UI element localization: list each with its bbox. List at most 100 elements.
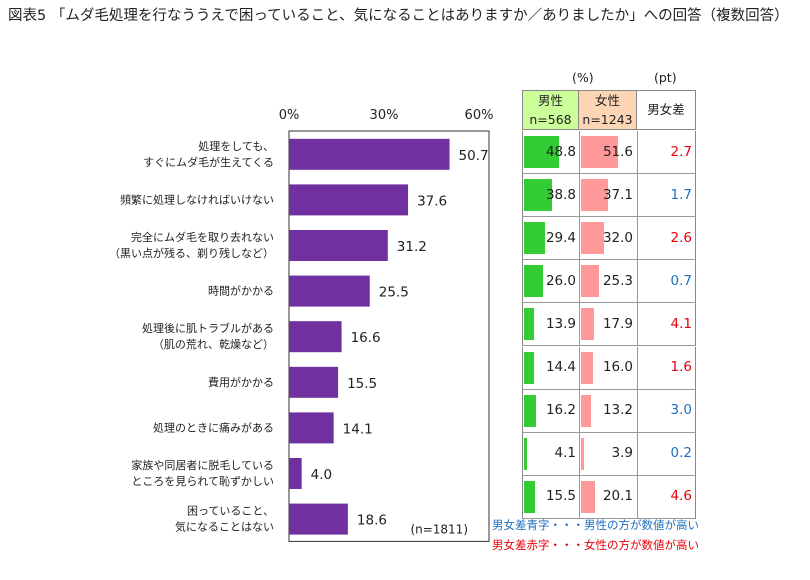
gender-diff-value: 0.7 — [670, 272, 692, 289]
gender-diff-value: 2.6 — [670, 229, 692, 246]
bar — [289, 458, 302, 489]
x-tick-label: 0% — [279, 108, 300, 123]
category-label: 費用がかかる — [208, 375, 274, 389]
category-label: 完全にムダ毛を取り去れない — [131, 230, 274, 244]
diff-header-name: 男女差 — [647, 102, 685, 117]
column-divider — [637, 389, 638, 432]
table-row: 48.8 51.6 2.7 — [522, 131, 696, 175]
table-row: 13.9 17.9 4.1 — [522, 303, 696, 347]
male-bar — [524, 480, 536, 513]
bar — [289, 184, 409, 216]
male-value: 4.1 — [554, 445, 576, 462]
female-value: 20.1 — [602, 488, 633, 505]
male-bar — [524, 308, 534, 341]
female-header: 女性 n=1243 — [579, 90, 637, 130]
column-divider — [579, 432, 580, 475]
male-header-n: n=568 — [529, 112, 572, 127]
male-bar — [524, 136, 560, 169]
column-divider — [637, 174, 638, 217]
unit-pt-label: (pt) — [654, 70, 677, 85]
female-bar — [581, 351, 593, 384]
bar — [289, 230, 388, 261]
category-label: 時間がかかる — [208, 284, 274, 298]
female-value: 13.2 — [602, 402, 633, 419]
female-bar — [581, 437, 584, 470]
column-divider — [637, 475, 638, 518]
male-value: 13.9 — [545, 315, 576, 332]
column-divider — [637, 260, 638, 303]
category-label: （肌の荒れ、乾燥など） — [153, 338, 274, 351]
female-value: 25.3 — [602, 272, 633, 289]
bar — [289, 138, 450, 170]
column-divider — [579, 303, 580, 346]
category-label: 処理後に肌トラブルがある — [142, 321, 274, 335]
male-value: 29.4 — [545, 229, 576, 246]
bar-value-label: 31.2 — [397, 239, 427, 255]
bar — [289, 503, 348, 535]
female-bar — [581, 136, 619, 169]
female-header-n: n=1243 — [582, 112, 633, 127]
male-value: 38.8 — [545, 186, 576, 203]
female-bar — [581, 179, 608, 212]
category-label: 処理をしても、 — [198, 140, 274, 153]
column-divider — [637, 346, 638, 389]
female-header-name: 女性 — [594, 93, 620, 108]
x-tick-label: 30% — [370, 108, 399, 123]
female-bar — [581, 480, 596, 513]
column-divider — [579, 346, 580, 389]
gender-diff-value: 3.0 — [670, 402, 692, 419]
category-label: （黒い点が残る、剃り残しなど） — [109, 246, 274, 260]
column-divider — [579, 217, 580, 260]
bar-value-label: 15.5 — [347, 376, 377, 392]
male-bar — [524, 437, 527, 470]
male-bar — [524, 222, 546, 255]
male-value: 48.8 — [545, 143, 576, 160]
gender-diff-value: 4.6 — [670, 488, 692, 505]
female-bar — [581, 308, 594, 341]
male-bar — [524, 394, 536, 427]
diff-header: 男女差 — [637, 90, 696, 130]
male-header-name: 男性 — [537, 93, 563, 108]
category-label: 困っていること、 — [187, 505, 274, 518]
table-row: 15.5 20.1 4.6 — [522, 475, 696, 519]
table-row: 38.8 37.1 1.7 — [522, 174, 696, 218]
male-bar — [524, 265, 543, 298]
category-label: 頻繁に処理しなければいけない — [120, 192, 274, 206]
category-label: 処理のときに痛みがある — [153, 420, 274, 434]
female-bar — [581, 222, 605, 255]
male-value: 15.5 — [545, 488, 576, 505]
unit-pct-label: (%) — [572, 70, 594, 85]
column-divider — [579, 260, 580, 303]
gender-diff-value: 2.7 — [670, 143, 692, 160]
category-label: ところを見られて恥ずかしい — [131, 475, 274, 488]
legend-blue-note: 男女差青字・・・男性の方が数値が高い — [492, 518, 699, 532]
female-value: 3.9 — [611, 445, 633, 462]
chart-title: 図表5 「ムダ毛処理を行なううえで困っていること、気になることはありますか／あり… — [8, 8, 789, 24]
category-label: 気になることはない — [175, 520, 274, 534]
bar-value-label: 18.6 — [357, 513, 387, 529]
female-bar — [581, 394, 591, 427]
bar-value-label: 25.5 — [379, 285, 409, 301]
gender-diff-value: 1.7 — [670, 186, 692, 203]
gender-diff-value: 4.1 — [670, 315, 692, 332]
bar — [289, 366, 339, 398]
bar-value-label: 16.6 — [351, 330, 381, 346]
male-header: 男性 n=568 — [522, 90, 579, 130]
column-divider — [579, 389, 580, 432]
column-divider — [579, 475, 580, 518]
female-value: 51.6 — [602, 143, 633, 160]
table-row: 29.4 32.0 2.6 — [522, 217, 696, 261]
column-divider — [637, 131, 638, 174]
male-value: 16.2 — [545, 402, 576, 419]
column-divider — [637, 303, 638, 346]
female-bar — [581, 265, 600, 298]
legend-red-note: 男女差赤字・・・女性の方が数値が高い — [492, 538, 699, 552]
bar — [289, 275, 370, 307]
column-divider — [579, 131, 580, 174]
female-value: 16.0 — [602, 359, 633, 376]
column-divider — [637, 432, 638, 475]
bar-value-label: 37.6 — [417, 193, 447, 209]
column-divider — [637, 217, 638, 260]
male-bar — [524, 351, 535, 384]
